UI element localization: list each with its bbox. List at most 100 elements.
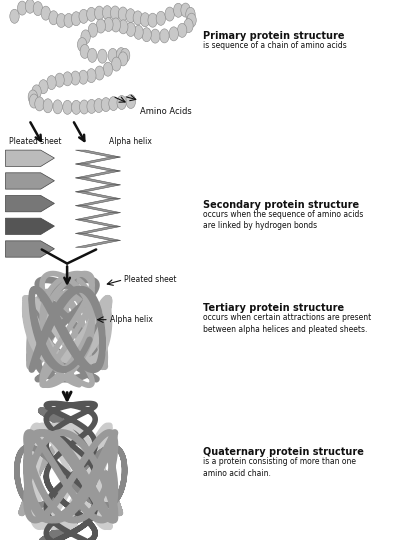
- Polygon shape: [6, 241, 54, 257]
- Text: Pleated sheet: Pleated sheet: [124, 275, 177, 284]
- Circle shape: [101, 98, 110, 112]
- Text: Pleated sheet: Pleated sheet: [9, 137, 61, 146]
- Circle shape: [134, 25, 143, 39]
- Circle shape: [181, 3, 190, 17]
- Circle shape: [165, 7, 174, 21]
- Circle shape: [126, 94, 135, 109]
- Polygon shape: [76, 240, 120, 247]
- Polygon shape: [76, 192, 120, 199]
- Circle shape: [35, 97, 44, 111]
- Circle shape: [33, 2, 43, 16]
- Circle shape: [140, 13, 150, 27]
- Circle shape: [88, 48, 97, 62]
- Polygon shape: [76, 157, 120, 164]
- Text: Alpha helix: Alpha helix: [110, 315, 152, 324]
- Circle shape: [39, 80, 48, 94]
- Polygon shape: [76, 226, 120, 233]
- Circle shape: [49, 11, 58, 25]
- Polygon shape: [76, 206, 120, 213]
- Polygon shape: [6, 218, 54, 234]
- Circle shape: [43, 99, 53, 113]
- Circle shape: [64, 14, 73, 28]
- Circle shape: [47, 76, 56, 90]
- Text: Amino Acids: Amino Acids: [140, 107, 191, 116]
- Text: is sequence of a chain of amino acids: is sequence of a chain of amino acids: [203, 41, 347, 50]
- Circle shape: [169, 27, 179, 41]
- Circle shape: [32, 85, 41, 99]
- Circle shape: [117, 96, 126, 110]
- Circle shape: [17, 1, 27, 15]
- Circle shape: [184, 19, 193, 33]
- Circle shape: [96, 19, 105, 33]
- Text: occurs when certain attractions are present
between alpha helices and pleated sh: occurs when certain attractions are pres…: [203, 313, 371, 334]
- Text: Primary protein structure: Primary protein structure: [203, 31, 345, 42]
- Circle shape: [70, 71, 80, 85]
- Circle shape: [78, 70, 88, 84]
- Circle shape: [53, 100, 63, 114]
- Circle shape: [80, 44, 89, 58]
- Circle shape: [156, 11, 166, 25]
- Circle shape: [118, 7, 128, 21]
- Circle shape: [173, 3, 183, 17]
- Circle shape: [150, 29, 160, 43]
- Text: Alpha helix: Alpha helix: [109, 137, 152, 146]
- Circle shape: [87, 8, 96, 22]
- Circle shape: [103, 5, 112, 19]
- Polygon shape: [76, 199, 120, 206]
- Circle shape: [63, 72, 72, 86]
- Polygon shape: [6, 195, 54, 212]
- Polygon shape: [76, 213, 120, 220]
- Circle shape: [104, 17, 113, 31]
- Circle shape: [80, 100, 89, 114]
- Circle shape: [126, 9, 135, 23]
- Text: Tertiary protein structure: Tertiary protein structure: [203, 303, 344, 314]
- Polygon shape: [6, 173, 54, 189]
- Polygon shape: [6, 150, 54, 166]
- Circle shape: [108, 49, 118, 63]
- Circle shape: [98, 49, 107, 63]
- Circle shape: [118, 52, 128, 66]
- Circle shape: [10, 9, 19, 23]
- Circle shape: [63, 100, 72, 114]
- Circle shape: [177, 23, 187, 37]
- Circle shape: [95, 66, 104, 80]
- Circle shape: [112, 57, 121, 71]
- Circle shape: [187, 13, 196, 27]
- Circle shape: [55, 73, 64, 87]
- Circle shape: [71, 12, 81, 26]
- Circle shape: [186, 7, 195, 21]
- Polygon shape: [76, 150, 120, 157]
- Circle shape: [88, 23, 97, 37]
- Circle shape: [116, 48, 126, 62]
- Circle shape: [29, 94, 39, 108]
- Circle shape: [41, 6, 51, 20]
- Circle shape: [103, 62, 112, 76]
- Circle shape: [94, 98, 103, 112]
- Circle shape: [95, 6, 104, 20]
- Circle shape: [78, 38, 87, 52]
- Circle shape: [57, 14, 66, 28]
- Circle shape: [109, 97, 118, 111]
- Circle shape: [118, 20, 128, 34]
- Text: Secondary protein structure: Secondary protein structure: [203, 200, 359, 210]
- Circle shape: [87, 69, 96, 83]
- Circle shape: [111, 18, 120, 32]
- Circle shape: [25, 0, 35, 14]
- Polygon shape: [76, 178, 120, 185]
- Polygon shape: [76, 233, 120, 240]
- Polygon shape: [76, 164, 120, 171]
- Polygon shape: [76, 185, 120, 192]
- Circle shape: [72, 100, 81, 114]
- Circle shape: [79, 9, 88, 23]
- Text: is a protein consisting of more than one
amino acid chain.: is a protein consisting of more than one…: [203, 457, 356, 478]
- Circle shape: [148, 13, 157, 27]
- Circle shape: [120, 49, 130, 63]
- Circle shape: [160, 29, 169, 43]
- Polygon shape: [76, 220, 120, 226]
- Circle shape: [81, 30, 90, 44]
- Circle shape: [126, 23, 135, 37]
- Circle shape: [110, 6, 120, 20]
- Circle shape: [133, 11, 143, 25]
- Circle shape: [28, 90, 38, 104]
- Circle shape: [142, 28, 151, 42]
